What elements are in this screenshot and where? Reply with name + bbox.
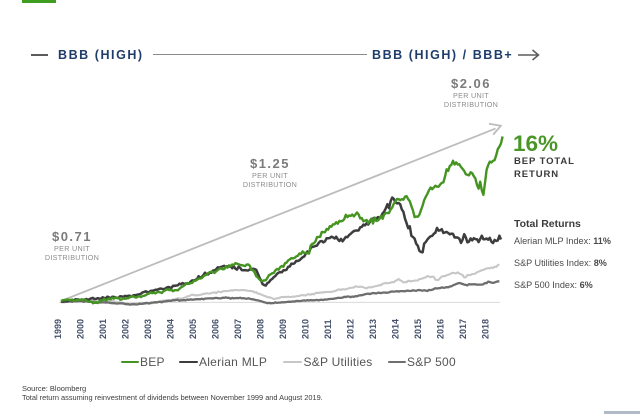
svg-text:2018: 2018 (481, 319, 491, 339)
svg-text:2011: 2011 (323, 319, 333, 339)
svg-text:2015: 2015 (413, 319, 423, 339)
svg-text:2010: 2010 (301, 319, 311, 339)
svg-text:2005: 2005 (188, 319, 198, 339)
svg-text:2001: 2001 (98, 319, 108, 339)
svg-text:2004: 2004 (166, 319, 176, 339)
svg-text:2012: 2012 (346, 319, 356, 339)
svg-text:2016: 2016 (436, 319, 446, 339)
svg-text:1999: 1999 (53, 319, 63, 339)
svg-text:2002: 2002 (121, 319, 131, 339)
svg-text:2017: 2017 (458, 319, 468, 339)
svg-text:2009: 2009 (278, 319, 288, 339)
svg-text:2003: 2003 (143, 319, 153, 339)
svg-text:2007: 2007 (233, 319, 243, 339)
svg-text:2014: 2014 (391, 319, 401, 339)
svg-text:2008: 2008 (256, 319, 266, 339)
svg-text:2000: 2000 (76, 319, 86, 339)
svg-text:2006: 2006 (211, 319, 221, 339)
svg-text:2013: 2013 (368, 319, 378, 339)
